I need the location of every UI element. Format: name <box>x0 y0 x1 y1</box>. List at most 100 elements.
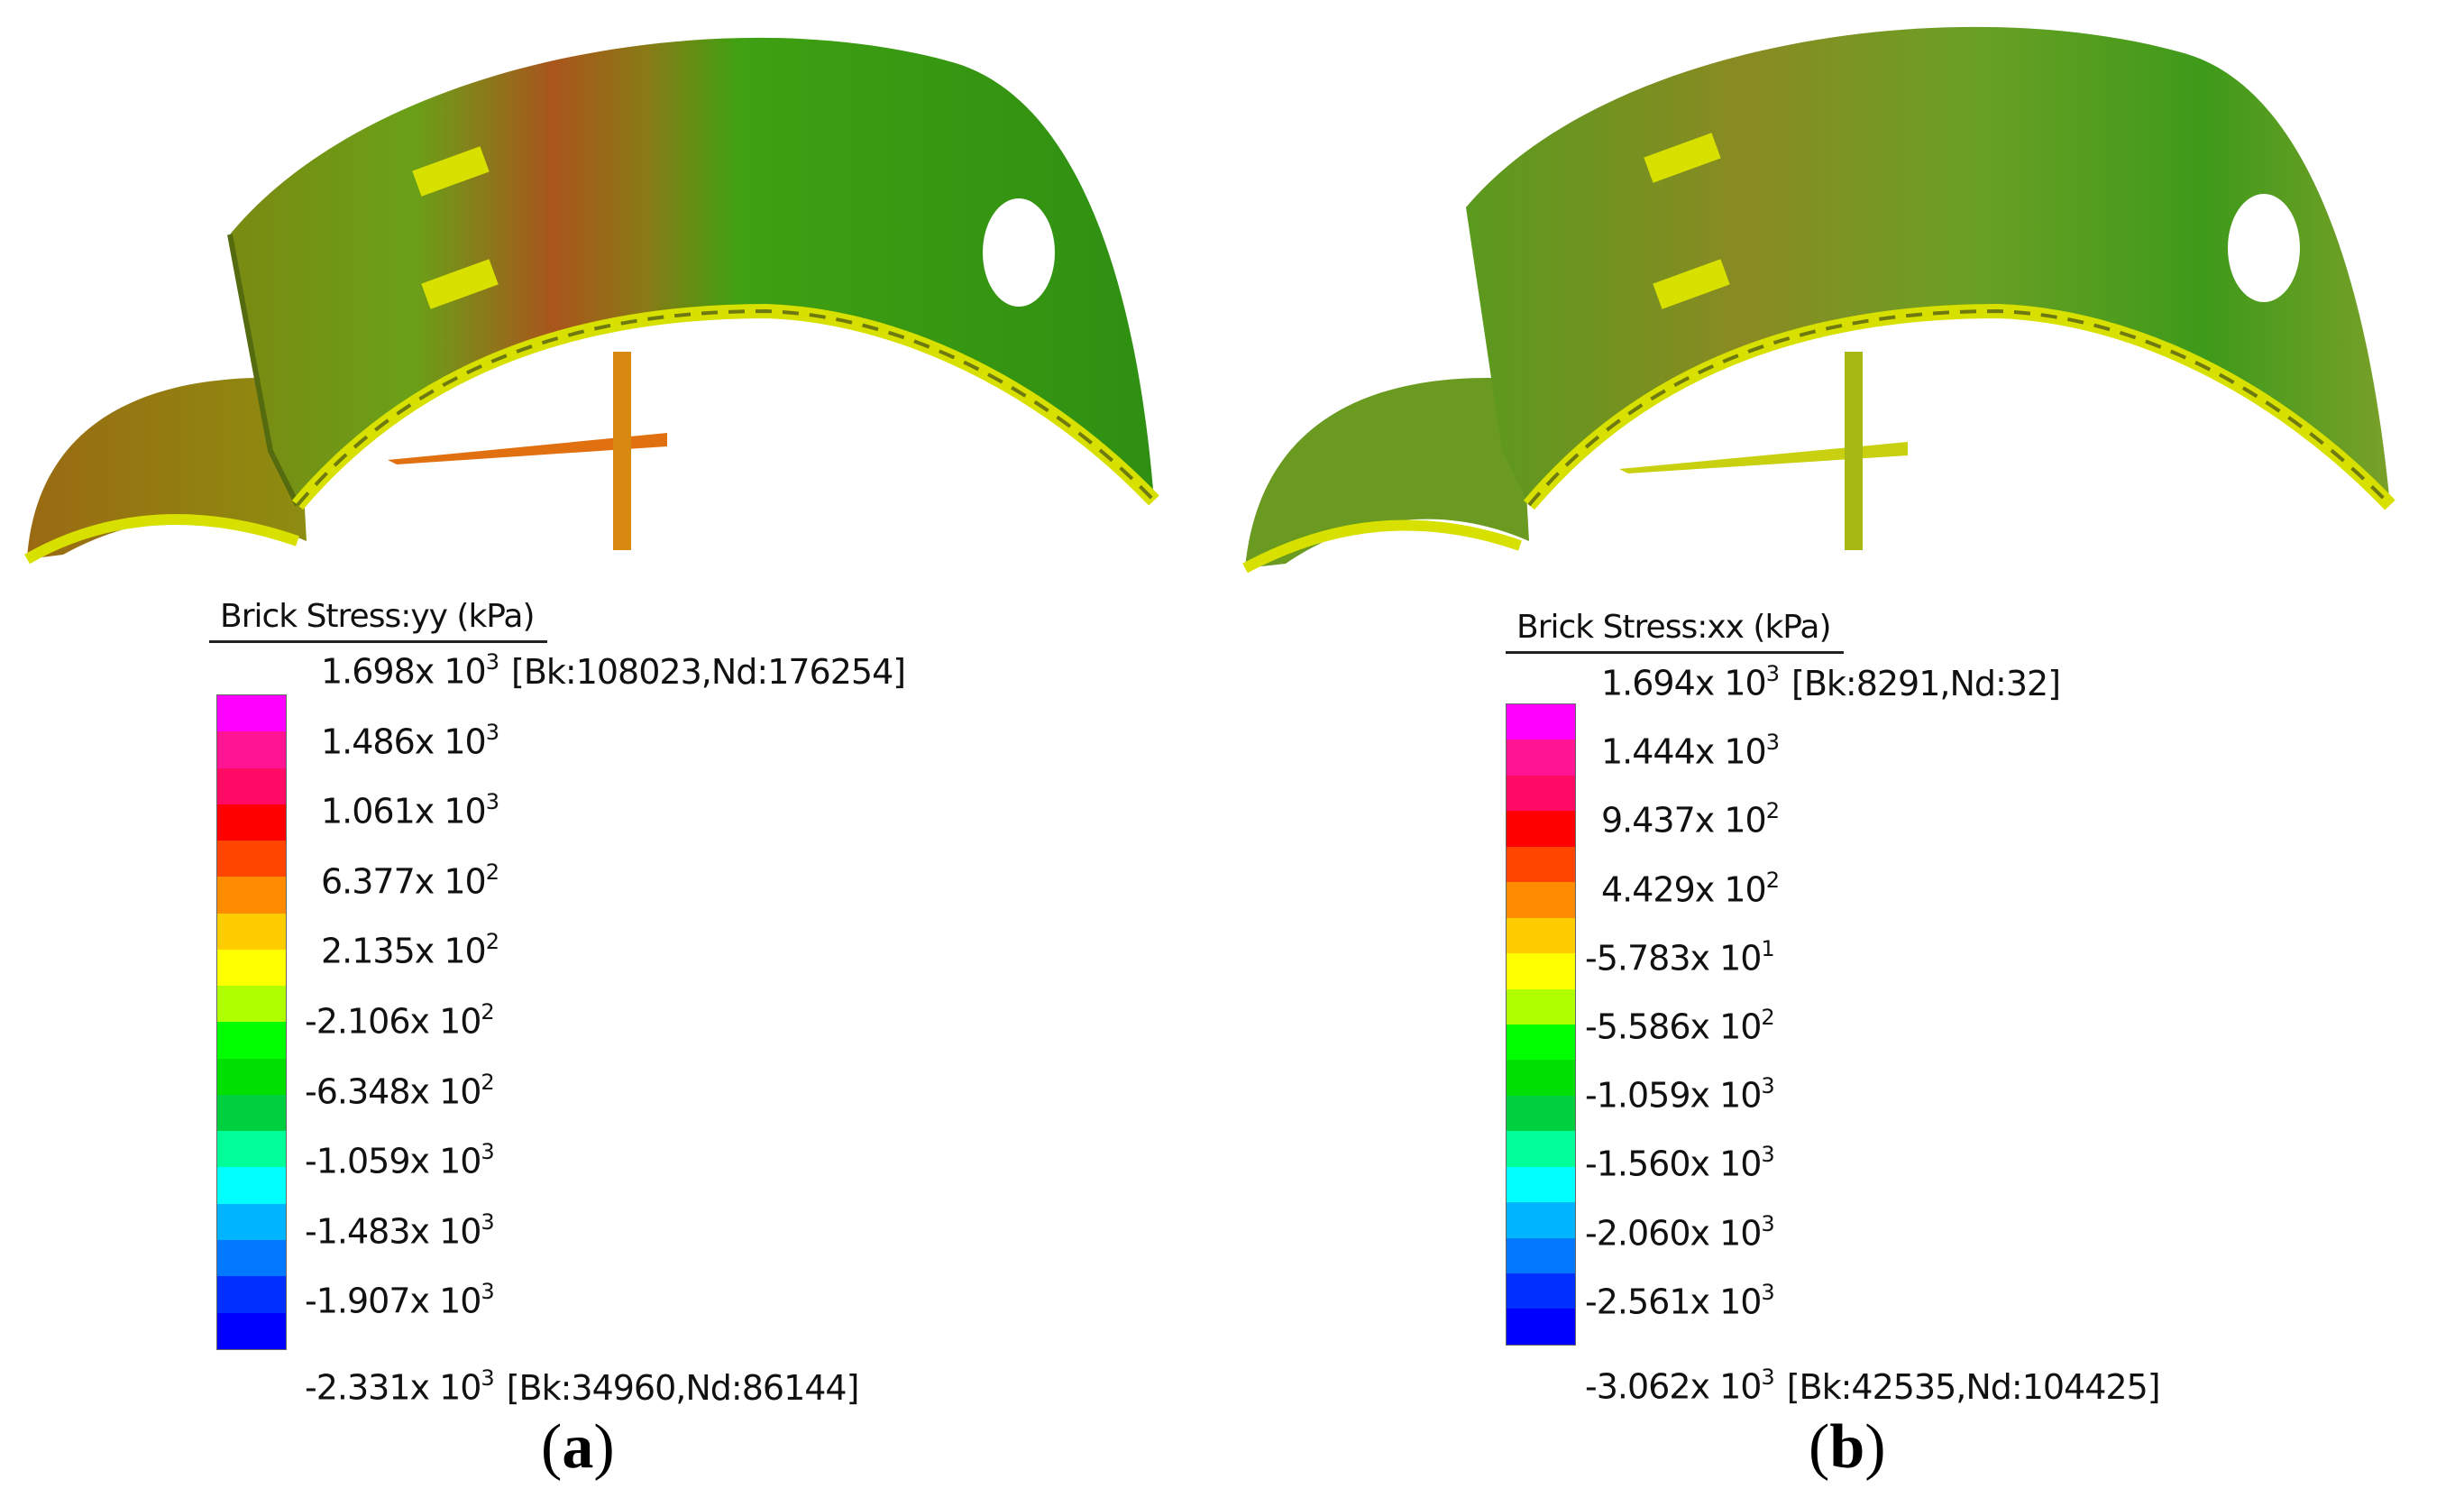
colorbar-segment <box>1507 1060 1575 1096</box>
tick-exponent: 3 <box>481 1208 494 1235</box>
tick-exponent: 3 <box>1765 730 1780 756</box>
tick-exponent: 2 <box>1765 867 1780 893</box>
colorbar-segment <box>217 1094 286 1132</box>
colorbar-segment <box>1507 1131 1575 1167</box>
legend-title-b: Brick Stress:xx (kPa) <box>1506 609 1844 654</box>
tick-mantissa: 1.444x 10 <box>1601 731 1767 772</box>
legend-title-a: Brick Stress:yy (kPa) <box>209 598 547 643</box>
legend-tick-label: -1.560x 103 <box>1585 1142 1775 1185</box>
colorbar-segment <box>1507 882 1575 918</box>
colorbar-segment <box>217 1276 286 1313</box>
tick-mantissa: -6.348x 10 <box>305 1071 481 1112</box>
min-location-note: [Bk:34960,Nd:86144] <box>506 1367 860 1408</box>
tick-mantissa: -3.062x 10 <box>1585 1366 1762 1407</box>
legend-tick-label: -2.331x 103 [Bk:34960,Nd:86144] <box>305 1365 860 1408</box>
tick-exponent: 2 <box>1765 798 1780 824</box>
tick-exponent: 2 <box>1761 1005 1774 1030</box>
tick-exponent: 3 <box>1761 1365 1774 1390</box>
tick-mantissa: -2.060x 10 <box>1585 1213 1762 1254</box>
tick-exponent: 2 <box>485 859 499 885</box>
colorbar-segment <box>217 804 286 841</box>
tick-exponent: 3 <box>485 789 499 815</box>
tick-mantissa: -1.059x 10 <box>305 1141 481 1181</box>
legend-tick-label: -2.060x 103 <box>1585 1211 1775 1254</box>
max-location-note: [Bk:108023,Nd:176254] <box>511 651 906 692</box>
caption-b: (b) <box>1809 1412 1886 1482</box>
colorbar-b <box>1506 703 1576 1346</box>
colorbar-segment <box>217 1167 286 1204</box>
tick-exponent: 3 <box>1765 661 1780 686</box>
tick-exponent: 2 <box>481 999 494 1025</box>
tick-mantissa: 6.377x 10 <box>321 861 487 902</box>
colorbar-segment <box>1507 846 1575 883</box>
legend-tick-label: 9.437x 102 <box>1601 798 1780 841</box>
tick-mantissa: 1.698x 10 <box>321 651 487 692</box>
legend-tick-label: -1.059x 103 <box>1585 1073 1775 1116</box>
legend-tick-label: -5.586x 102 <box>1585 1005 1775 1047</box>
colorbar-segment <box>1507 1237 1575 1273</box>
panel-a: Brick Stress:yy (kPa) 1.698x 103 [Bk:1080… <box>24 37 1159 1482</box>
tick-mantissa: 2.135x 10 <box>321 932 487 972</box>
caption-a: (a) <box>541 1412 615 1482</box>
legend-tick-label: -2.561x 103 <box>1585 1279 1775 1322</box>
legend-tick-label: -2.106x 102 <box>305 999 495 1042</box>
colorbar-segment <box>1507 811 1575 847</box>
tick-mantissa: 1.694x 10 <box>1601 663 1767 703</box>
tick-exponent: 3 <box>1761 1279 1774 1305</box>
colorbar-segment <box>217 986 286 1023</box>
legend-tick-label: 1.486x 103 <box>321 719 499 762</box>
tick-exponent: 3 <box>1761 1142 1774 1168</box>
legend-tick-label: 4.429x 102 <box>1601 867 1780 910</box>
colorbar-segment <box>217 1022 286 1059</box>
legend-tick-label: 2.135x 102 <box>321 929 499 972</box>
tick-mantissa: 1.486x 10 <box>321 721 487 762</box>
tick-mantissa: -2.561x 10 <box>1585 1282 1762 1322</box>
tick-mantissa: -2.331x 10 <box>305 1367 481 1408</box>
legend-tick-label: -6.348x 102 <box>305 1069 495 1112</box>
legend-tick-label: -1.483x 103 <box>305 1208 495 1252</box>
colorbar-segment <box>217 1312 286 1349</box>
stress-contour-model-a <box>24 37 1159 565</box>
tick-mantissa: -1.483x 10 <box>305 1211 481 1252</box>
legend-tick-label: 1.694x 103 [Bk:8291,Nd:32] <box>1601 661 2061 703</box>
colorbar-segment <box>217 695 286 732</box>
tick-exponent: 2 <box>481 1069 494 1095</box>
legend-tick-label: -5.783x 101 <box>1585 935 1775 979</box>
colorbar-segment <box>1507 1273 1575 1309</box>
tick-mantissa: 4.429x 10 <box>1601 869 1767 910</box>
colorbar-segment <box>217 841 286 878</box>
tick-mantissa: -1.907x 10 <box>305 1282 481 1322</box>
colorbar-segment <box>217 877 286 914</box>
tick-exponent: 3 <box>1761 1073 1774 1099</box>
colorbar-segment <box>1507 988 1575 1025</box>
tick-mantissa: -5.586x 10 <box>1585 1006 1762 1047</box>
tick-exponent: 3 <box>481 1279 494 1305</box>
colorbar-segment <box>217 1239 286 1277</box>
colorbar-segment <box>1507 953 1575 989</box>
colorbar-segment <box>1507 704 1575 740</box>
caption-letter-a: a <box>562 1412 594 1482</box>
colorbar-segment <box>217 949 286 987</box>
tick-exponent: 3 <box>485 719 499 745</box>
tick-mantissa: -1.560x 10 <box>1585 1144 1762 1185</box>
tick-mantissa: -5.783x 10 <box>1585 938 1762 979</box>
colorbar-segment <box>217 1203 286 1240</box>
colorbar-a <box>216 694 287 1350</box>
tick-exponent: 3 <box>481 1365 494 1391</box>
legend-tick-label: -3.062x 103 [Bk:42535,Nd:104425] <box>1585 1365 2161 1407</box>
colorbar-segment <box>1507 775 1575 812</box>
colorbar-segment <box>1507 740 1575 776</box>
colorbar-segment <box>1507 1166 1575 1203</box>
tick-mantissa: 9.437x 10 <box>1601 801 1767 841</box>
colorbar-segment <box>217 1058 286 1095</box>
colorbar-segment <box>217 767 286 804</box>
tick-mantissa: -2.106x 10 <box>305 1001 481 1042</box>
colorbar-segment <box>217 913 286 950</box>
legend-tick-label: -1.907x 103 <box>305 1279 495 1322</box>
tick-exponent: 1 <box>1761 935 1774 961</box>
colorbar-segment <box>1507 1095 1575 1132</box>
tick-exponent: 3 <box>485 649 499 675</box>
legend-tick-label: 1.061x 103 <box>321 789 499 832</box>
legend-tick-label: 1.444x 103 <box>1601 730 1780 772</box>
colorbar-segment <box>1507 1024 1575 1061</box>
